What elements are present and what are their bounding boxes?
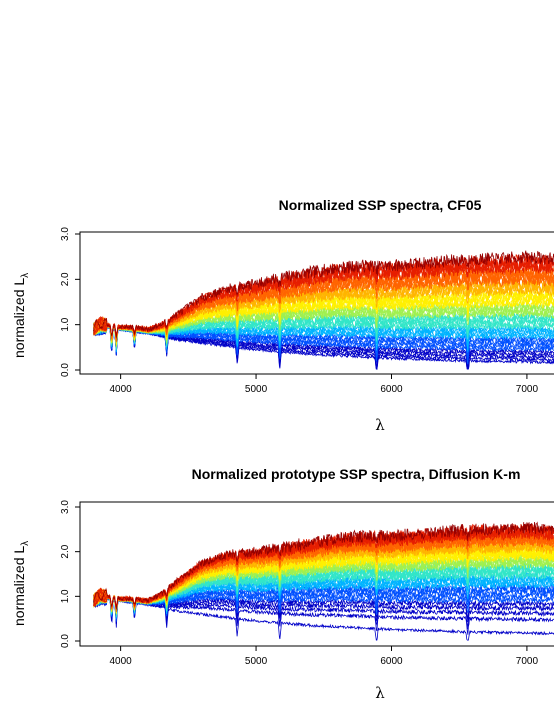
spectra-lines (93, 250, 554, 370)
spectrum-line (93, 580, 554, 618)
x-axis-label: λ (375, 684, 385, 702)
spectrum-line (93, 285, 554, 343)
y-tick-label: 3.0 (60, 227, 71, 241)
chart-panel-diffusion-kmeans: Normalized prototype SSP spectra, Diffus… (11, 466, 554, 702)
x-tick-label: 7000 (516, 384, 539, 395)
y-tick-label: 1.0 (60, 589, 71, 603)
x-tick-label: 5000 (245, 656, 268, 667)
spectrum-line (93, 521, 554, 610)
y-axis-label-text: normalized L (11, 278, 27, 358)
y-tick-label: 2.0 (60, 544, 71, 558)
spectrum-line (93, 593, 554, 641)
x-axis-label: λ (375, 416, 385, 434)
x-tick-label: 7000 (516, 656, 539, 667)
y-tick-label: 1.0 (60, 317, 71, 331)
chart-panel-cf05: Normalized SSP spectra, CF05 4000 5000 600… (11, 197, 554, 434)
plot-frame (79, 231, 554, 375)
x-tick-label: 4000 (110, 384, 133, 395)
y-axis-label-subscript: λ (20, 541, 31, 546)
y-axis: 0.0 1.0 2.0 3.0 (60, 227, 80, 377)
y-tick-label: 3.0 (60, 500, 71, 514)
spectrum-line (93, 321, 554, 370)
y-tick-label: 0.0 (60, 634, 71, 648)
y-axis-label-text: normalized L (11, 546, 27, 626)
chart-title: Normalized SSP spectra, CF05 (279, 197, 482, 213)
y-axis-label: normalized Lλ (11, 541, 31, 626)
chart-title: Normalized prototype SSP spectra, Diffus… (192, 466, 521, 482)
y-axis-label-subscript: λ (20, 273, 31, 278)
y-tick-label: 0.0 (60, 363, 71, 377)
y-axis: 0.0 1.0 2.0 3.0 (60, 500, 80, 648)
x-tick-label: 6000 (380, 384, 403, 395)
x-tick-label: 5000 (245, 384, 268, 395)
spectrum-line (93, 591, 554, 635)
spectra-lines (93, 521, 554, 641)
x-tick-label: 6000 (380, 656, 403, 667)
spectrum-line (93, 523, 554, 609)
x-axis: 4000 5000 6000 7000 (110, 646, 539, 667)
y-tick-label: 2.0 (60, 272, 71, 286)
x-tick-label: 4000 (110, 656, 133, 667)
plot-frame (79, 501, 554, 647)
spectrum-line (93, 591, 554, 620)
spectrum-line (93, 250, 554, 338)
y-axis-label: normalized Lλ (11, 273, 31, 358)
x-axis: 4000 5000 6000 7000 (110, 374, 539, 395)
